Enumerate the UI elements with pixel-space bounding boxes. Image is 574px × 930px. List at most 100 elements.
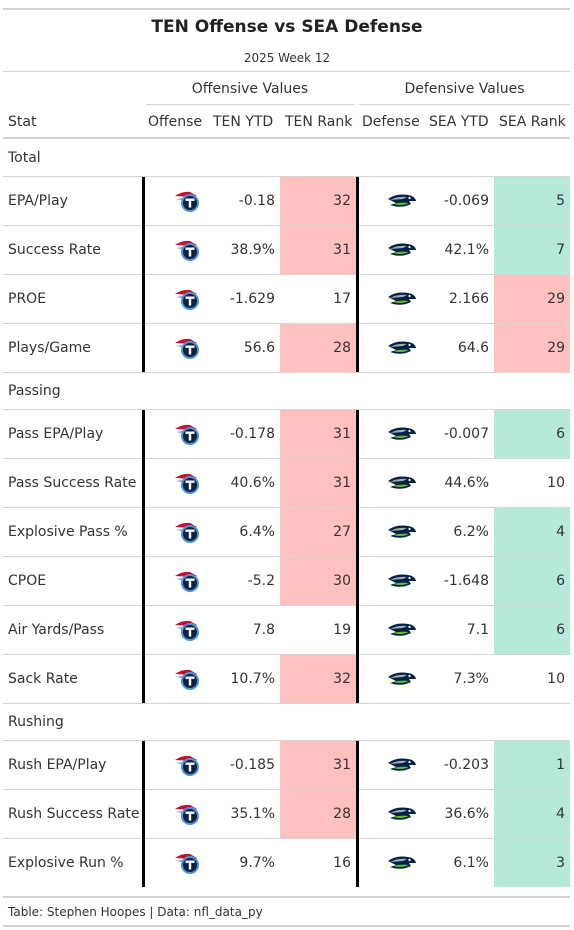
seahawks-logo-icon: [359, 508, 427, 556]
ten-ytd-value: -0.18: [238, 193, 275, 209]
seahawks-logo-icon: [359, 410, 427, 458]
stat-label: Air Yards/Pass: [8, 622, 105, 638]
stat-label: Success Rate: [8, 242, 101, 258]
titans-logo-icon: [146, 557, 225, 605]
defense-column-rule: [356, 177, 359, 372]
ten-ytd-value: -0.185: [229, 757, 275, 773]
offense-column-rule: [142, 410, 145, 703]
titans-logo-icon: [146, 606, 225, 654]
ten-rank-value: 32: [280, 655, 356, 703]
sea-ytd-value: -0.069: [443, 193, 489, 209]
ten-ytd-value: -1.629: [229, 291, 275, 307]
group-label-passing: Passing: [8, 383, 61, 399]
stat-label: CPOE: [8, 573, 47, 589]
seahawks-logo-icon: [359, 839, 427, 887]
stat-label: Pass EPA/Play: [8, 426, 104, 442]
ten-rank-value: 31: [280, 459, 356, 507]
titans-logo-icon: [146, 275, 225, 323]
titans-logo-icon: [146, 226, 225, 274]
seahawks-logo-icon: [359, 790, 427, 838]
ten-ytd-value: 56.6: [243, 340, 275, 356]
ten-rank-value: 30: [280, 557, 356, 605]
group-bottom-rule: [3, 703, 570, 704]
sea-ytd-value: 7.1: [466, 622, 489, 638]
stat-label: Explosive Run %: [8, 855, 124, 871]
titans-logo-icon: [146, 839, 225, 887]
bottom-border: [3, 925, 570, 927]
body-bottom-border: [3, 896, 570, 898]
ten-ytd-value: 9.7%: [239, 855, 275, 871]
sea-ytd-value: 2.166: [448, 291, 489, 307]
seahawks-logo-icon: [359, 177, 427, 225]
stat-label: Rush EPA/Play: [8, 757, 107, 773]
titans-logo-icon: [146, 655, 225, 703]
ten-ytd-value: 35.1%: [230, 806, 275, 822]
sea-rank-value: 7: [494, 226, 570, 274]
seahawks-logo-icon: [359, 324, 427, 372]
titans-logo-icon: [146, 410, 225, 458]
ten-ytd-value: -0.178: [229, 426, 275, 442]
stat-label: Rush Success Rate: [8, 806, 140, 822]
ten-rank-value: 32: [280, 177, 356, 225]
stat-label: Explosive Pass %: [8, 524, 128, 540]
sea-rank-value: 6: [494, 557, 570, 605]
sea-rank-value: 6: [494, 606, 570, 654]
offense-column-rule: [142, 741, 145, 887]
stat-label: PROE: [8, 291, 47, 307]
row-divider: [3, 605, 570, 606]
defense-column-rule: [356, 410, 359, 703]
group-label-total: Total: [8, 150, 41, 166]
offensive-values-spanner-line: [146, 104, 354, 105]
col-header-offense: Offense: [148, 114, 203, 130]
group-label-rushing: Rushing: [8, 714, 64, 730]
group-divider: [3, 176, 570, 177]
seahawks-logo-icon: [359, 741, 427, 789]
heading-divider: [3, 71, 570, 72]
table-subtitle: 2025 Week 12: [243, 51, 331, 65]
column-header-bottom-border: [3, 137, 570, 139]
ten-rank-value: 28: [280, 790, 356, 838]
sea-ytd-value: 64.6: [457, 340, 489, 356]
ten-rank-value: 19: [333, 622, 351, 638]
seahawks-logo-icon: [359, 459, 427, 507]
stat-label: EPA/Play: [8, 193, 68, 209]
stat-label: Pass Success Rate: [8, 475, 137, 491]
ten-rank-value: 17: [333, 291, 351, 307]
col-header-ten-ytd: TEN YTD: [213, 114, 274, 130]
col-header-defense: Defense: [362, 114, 420, 130]
ten-ytd-value: 6.4%: [239, 524, 275, 540]
seahawks-logo-icon: [359, 655, 427, 703]
row-divider: [3, 789, 570, 790]
sea-ytd-value: 44.6%: [444, 475, 489, 491]
titans-logo-icon: [146, 459, 225, 507]
row-divider: [3, 556, 570, 557]
sea-rank-value: 1: [494, 741, 570, 789]
offense-column-rule: [142, 177, 145, 372]
titans-logo-icon: [146, 741, 225, 789]
ten-rank-value: 28: [280, 324, 356, 372]
row-divider: [3, 225, 570, 226]
sea-ytd-value: 42.1%: [444, 242, 489, 258]
sea-rank-value: 29: [494, 324, 570, 372]
sea-rank-value: 5: [494, 177, 570, 225]
defensive-values-spanner-line: [359, 104, 570, 105]
row-divider: [3, 274, 570, 275]
col-header-ten-rank: TEN Rank: [285, 114, 353, 130]
titans-logo-icon: [146, 324, 225, 372]
defensive-values-spanner: Defensive Values: [404, 81, 525, 97]
seahawks-logo-icon: [359, 557, 427, 605]
sea-ytd-value: -1.648: [443, 573, 489, 589]
sea-rank-value: 4: [494, 790, 570, 838]
ten-rank-value: 31: [280, 226, 356, 274]
stat-label: Plays/Game: [8, 340, 91, 356]
sea-rank-value: 29: [494, 275, 570, 323]
titans-logo-icon: [146, 508, 225, 556]
ten-ytd-value: 40.6%: [230, 475, 275, 491]
sea-ytd-value: 6.2%: [453, 524, 489, 540]
sea-ytd-value: 7.3%: [453, 671, 489, 687]
stat-label: Sack Rate: [8, 671, 78, 687]
table-title: TEN Offense vs SEA Defense: [151, 17, 423, 37]
sea-rank-value: 6: [494, 410, 570, 458]
group-divider: [3, 409, 570, 410]
